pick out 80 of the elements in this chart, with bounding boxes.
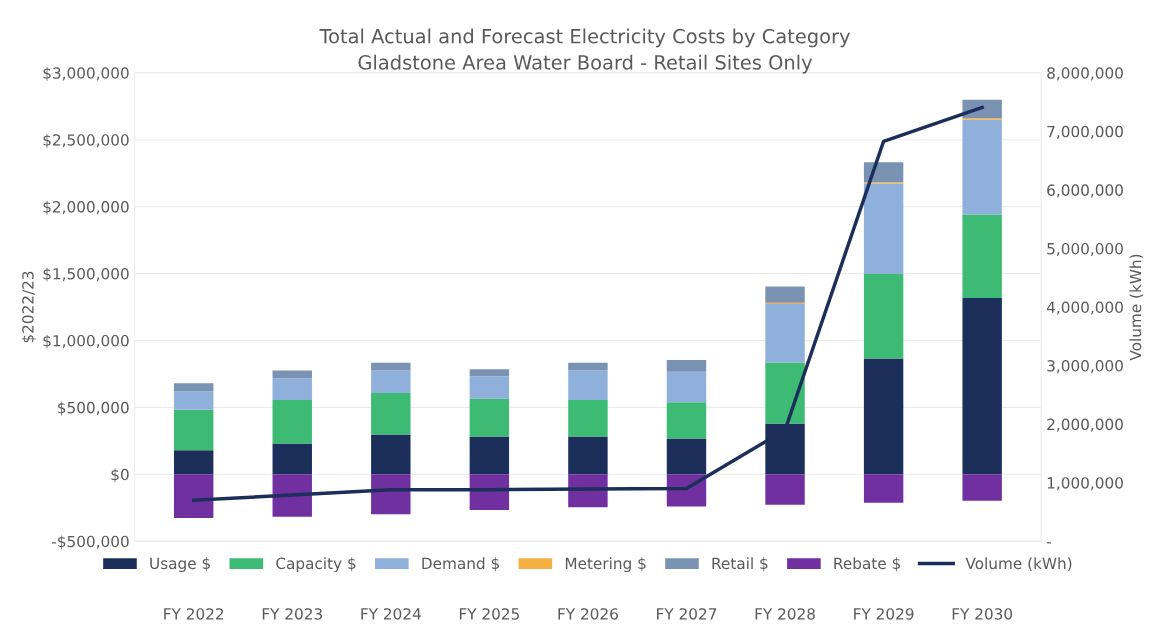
chart-subtitle: Gladstone Area Water Board - Retail Sites Only	[358, 54, 813, 74]
bar	[371, 370, 411, 394]
bar	[568, 436, 608, 475]
bar	[173, 383, 214, 392]
y-tick-label: $2,000,000	[43, 200, 129, 215]
y2-axis-title: Volume (kWh)	[1129, 254, 1144, 361]
bar	[173, 409, 214, 451]
bar	[173, 450, 214, 475]
x-tick-label: FY 2026	[558, 608, 618, 620]
legend-label: Usage $	[150, 557, 210, 573]
bar	[863, 273, 904, 359]
bar	[962, 119, 1002, 215]
legend-label: Capacity $	[276, 557, 356, 573]
bar	[765, 304, 805, 363]
y2-tick-label: 6,000,000	[1047, 184, 1123, 198]
bar	[666, 438, 707, 475]
legend-label: Metering $	[565, 557, 646, 573]
bar	[666, 402, 707, 439]
bar	[173, 391, 214, 410]
y2-tick-label: 2,000,000	[1047, 418, 1123, 432]
bar	[962, 297, 1002, 475]
bar	[272, 400, 312, 444]
bar	[469, 436, 510, 475]
y-tick-label: $3,000,000	[43, 66, 129, 81]
y-tick-label: $2,500,000	[43, 133, 129, 148]
bar	[962, 214, 1002, 298]
bar	[371, 474, 411, 515]
y-tick-label: $1,000,000	[43, 334, 129, 349]
bar	[765, 474, 805, 505]
legend-label: Rebate $	[834, 557, 901, 572]
bar	[469, 376, 510, 399]
bar	[568, 400, 608, 437]
x-tick-label: FY 2025	[459, 608, 519, 620]
y-tick-label: $0	[111, 468, 129, 483]
x-tick-label: FY 2022	[164, 608, 224, 620]
x-tick-label: FY 2029	[854, 608, 914, 620]
bar	[371, 393, 411, 435]
y-tick-label: $1,500,000	[43, 267, 129, 282]
legend-label: Demand $	[422, 557, 499, 572]
x-tick-label: FY 2028	[755, 608, 815, 620]
bar	[863, 162, 904, 183]
y-tick-label: $500,000	[58, 401, 129, 416]
bar	[863, 358, 904, 475]
y-axis-title: $2022/23	[21, 271, 36, 343]
bar	[666, 371, 707, 403]
bar	[371, 434, 411, 475]
x-tick-label: FY 2024	[361, 608, 421, 620]
legend-label: Retail $	[712, 557, 768, 572]
y2-tick-label: 7,000,000	[1047, 125, 1123, 139]
bar	[962, 474, 1002, 501]
x-tick-label: FY 2030	[952, 608, 1013, 620]
bar	[863, 474, 904, 503]
bar	[765, 286, 805, 303]
y2-tick-label: 3,000,000	[1047, 360, 1123, 374]
bar	[371, 362, 411, 371]
bar	[765, 362, 805, 424]
y2-tick-label: 4,000,000	[1046, 301, 1123, 315]
bar	[469, 398, 510, 437]
y2-tick-label: -	[1046, 542, 1051, 544]
bar	[568, 370, 608, 401]
y2-tick-label: 8,000,000	[1047, 67, 1123, 81]
bar	[272, 474, 312, 517]
y-tick-label: -$500,000	[52, 535, 129, 550]
bar	[173, 474, 214, 519]
bar	[863, 183, 904, 274]
chart-title: Total Actual and Forecast Electricity Costs by Category	[319, 28, 850, 48]
legend-label: Volume (kWh)	[965, 557, 1072, 571]
x-tick-label: FY 2023	[262, 608, 322, 620]
y2-tick-label: 5,000,000	[1047, 242, 1123, 257]
bar	[272, 443, 312, 475]
bar	[568, 362, 608, 371]
x-tick-label: FY 2027	[657, 608, 717, 620]
bar	[469, 369, 510, 377]
bar	[765, 423, 805, 475]
line-series	[191, 105, 984, 502]
bar	[666, 360, 707, 372]
bar	[469, 474, 510, 510]
bar	[272, 378, 312, 401]
bar	[272, 370, 312, 379]
y2-tick-label: 1,000,000	[1047, 477, 1123, 491]
